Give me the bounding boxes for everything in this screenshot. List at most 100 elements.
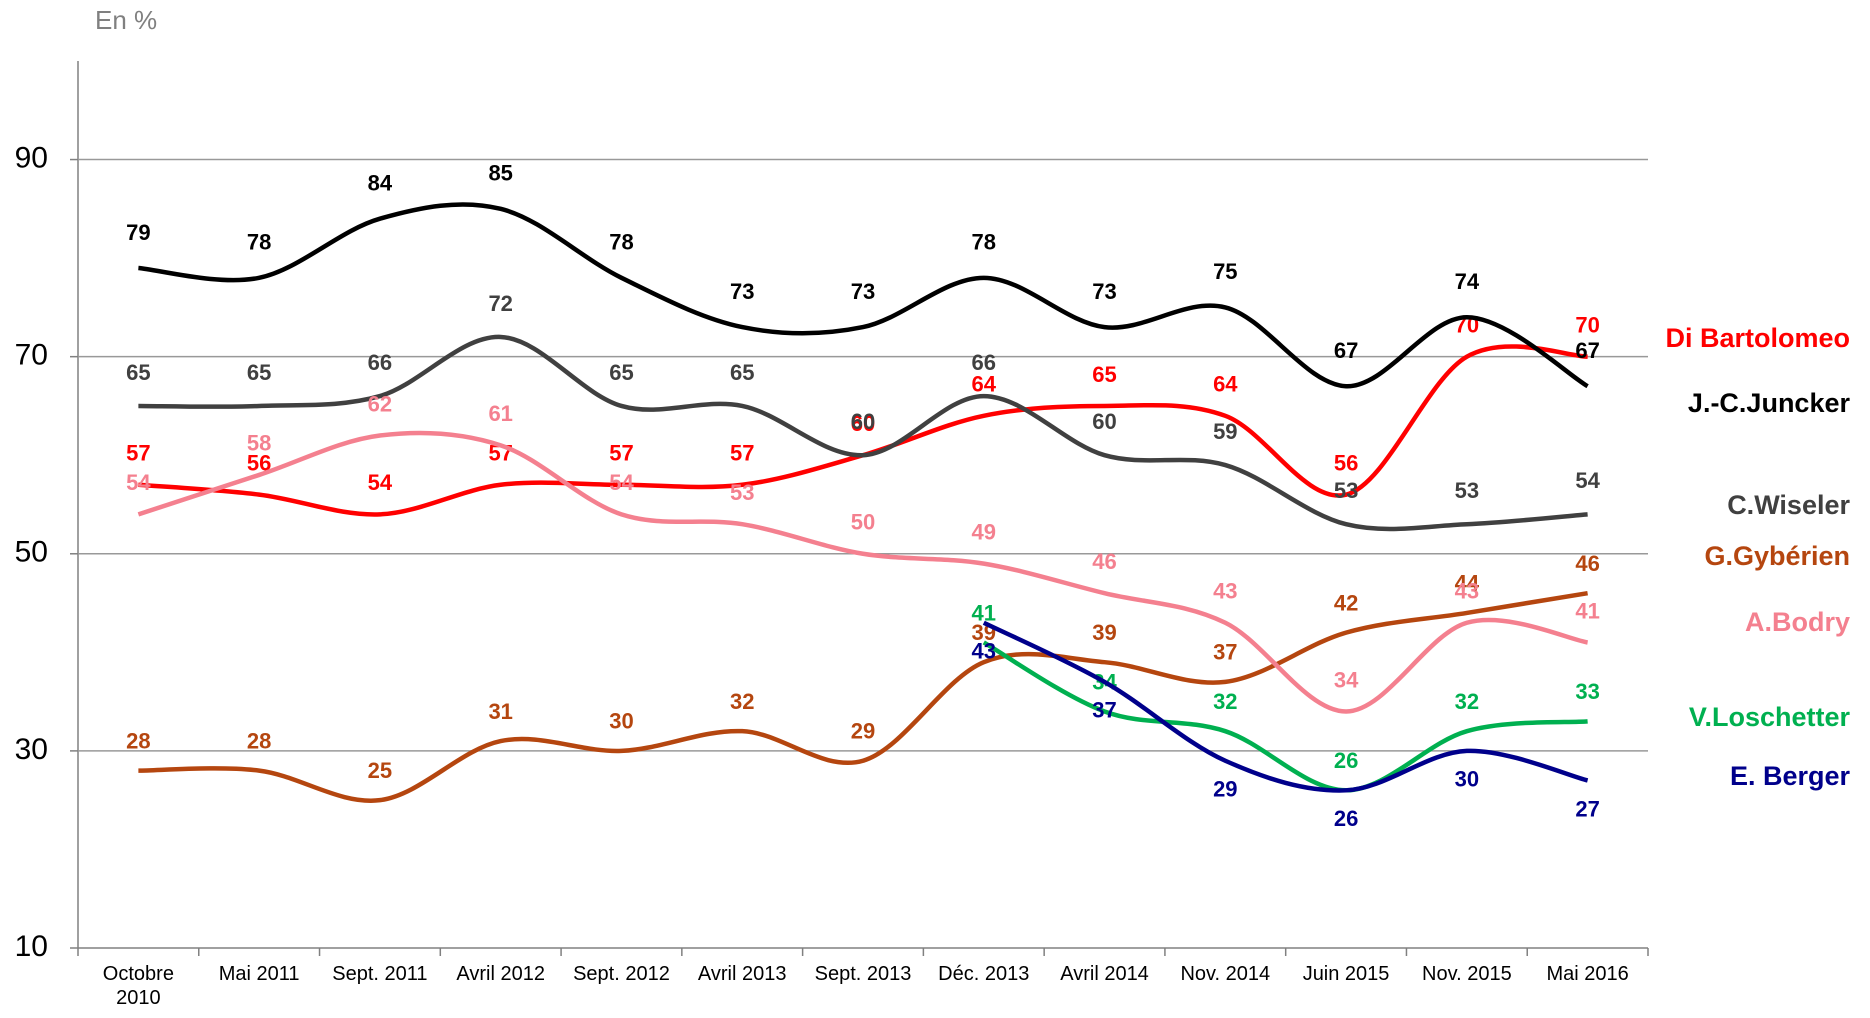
data-label: 32 <box>1455 689 1479 714</box>
data-label: 54 <box>126 470 151 495</box>
data-label: 79 <box>126 220 150 245</box>
data-label: 74 <box>1455 269 1480 294</box>
data-label: 57 <box>609 441 633 466</box>
data-label: 39 <box>1092 620 1116 645</box>
data-label: 54 <box>368 470 393 495</box>
data-label: 25 <box>368 758 392 783</box>
legend-label: G.Gybérien <box>1704 541 1850 571</box>
x-tick-label: Mai 2011 <box>218 963 300 985</box>
x-tick-label: Sept. 2013 <box>814 963 912 985</box>
data-label: 67 <box>1575 338 1599 363</box>
data-label: 41 <box>972 600 996 625</box>
data-label: 73 <box>1092 279 1116 304</box>
data-label: 60 <box>851 409 875 434</box>
x-tick-label: Avril 2013 <box>697 963 787 985</box>
y-tick-label: 10 <box>15 930 48 963</box>
data-label: 29 <box>1213 777 1237 802</box>
data-label: 37 <box>1213 640 1237 665</box>
data-label: 43 <box>972 639 996 664</box>
series-line <box>982 640 1588 793</box>
data-label: 75 <box>1213 259 1237 284</box>
data-label: 28 <box>247 728 271 753</box>
data-label: 67 <box>1334 338 1358 363</box>
data-label: 57 <box>730 441 754 466</box>
data-label: 64 <box>1213 372 1238 397</box>
data-label: 65 <box>1092 362 1116 387</box>
x-tick-label: Nov. 2015 <box>1422 963 1512 985</box>
data-label: 66 <box>368 350 392 375</box>
data-label: 60 <box>851 411 875 436</box>
series-line <box>138 202 1589 389</box>
x-tick-label: Mai 2016 <box>1546 963 1629 985</box>
data-label: 53 <box>730 480 754 505</box>
legend-label: A.Bodry <box>1745 607 1850 637</box>
y-axis-label: En % <box>95 5 157 35</box>
data-label: 32 <box>1213 689 1237 714</box>
data-label: 42 <box>1334 590 1358 615</box>
data-label: 34 <box>1334 667 1359 692</box>
data-label: 64 <box>972 372 997 397</box>
data-label: 66 <box>972 350 996 375</box>
data-label: 29 <box>851 719 875 744</box>
data-label: 65 <box>609 360 633 385</box>
data-label: 41 <box>1575 598 1599 623</box>
series-line <box>138 590 1588 803</box>
data-label: 60 <box>1092 409 1116 434</box>
legend-label: C.Wiseler <box>1727 490 1850 520</box>
x-tick-label: Déc. 2013 <box>938 963 1030 985</box>
data-label: 26 <box>1334 748 1358 773</box>
y-tick-label: 30 <box>15 733 48 766</box>
data-label: 58 <box>247 431 271 456</box>
data-label: 78 <box>972 230 996 255</box>
data-label: 65 <box>126 360 150 385</box>
y-tick-label: 70 <box>15 339 48 372</box>
data-label: 32 <box>730 689 754 714</box>
data-label: 28 <box>126 728 150 753</box>
data-label: 31 <box>488 699 512 724</box>
data-label: 44 <box>1455 571 1480 596</box>
x-tick-label: Sept. 2012 <box>573 963 670 985</box>
data-label: 57 <box>126 441 150 466</box>
data-label: 50 <box>851 510 875 535</box>
data-label: 56 <box>1334 450 1358 475</box>
data-label: 73 <box>851 279 875 304</box>
data-label: 46 <box>1092 549 1116 574</box>
data-label: 30 <box>1455 767 1479 792</box>
data-label: 70 <box>1575 312 1599 337</box>
data-label: 54 <box>609 470 634 495</box>
x-tick-label: Avril 2012 <box>456 963 545 985</box>
series-line <box>982 620 1589 793</box>
x-tick-label: Juin 2015 <box>1302 963 1390 985</box>
data-label: 72 <box>488 291 512 316</box>
data-label: 85 <box>488 161 512 186</box>
series-line <box>138 334 1588 532</box>
data-label: 27 <box>1575 796 1599 821</box>
data-label: 53 <box>1334 478 1358 503</box>
data-label: 73 <box>730 279 754 304</box>
series-line <box>137 430 1589 714</box>
x-tick-label: Sept. 2011 <box>332 963 428 985</box>
data-label: 33 <box>1575 679 1599 704</box>
data-label: 49 <box>972 519 996 544</box>
data-label: 59 <box>1213 419 1237 444</box>
data-label: 78 <box>247 230 271 255</box>
legend-label: J.-C.Juncker <box>1688 388 1851 418</box>
x-tick-label: Nov. 2014 <box>1180 963 1271 985</box>
data-label: 30 <box>609 709 633 734</box>
data-label: 43 <box>1213 579 1237 604</box>
legend-label: E. Berger <box>1730 761 1851 791</box>
data-label: 43 <box>1455 579 1479 604</box>
x-tick-label: Avril 2014 <box>1060 963 1149 985</box>
data-label: 54 <box>1575 468 1600 493</box>
data-label: 65 <box>730 360 754 385</box>
data-label: 46 <box>1575 551 1599 576</box>
data-label: 62 <box>368 391 392 416</box>
data-label: 61 <box>488 401 512 426</box>
y-tick-label: 50 <box>15 536 48 569</box>
legend-label: Di Bartolomeo <box>1665 323 1850 353</box>
data-label: 78 <box>609 230 633 255</box>
y-tick-label: 90 <box>15 141 48 174</box>
data-label: 37 <box>1092 698 1116 723</box>
